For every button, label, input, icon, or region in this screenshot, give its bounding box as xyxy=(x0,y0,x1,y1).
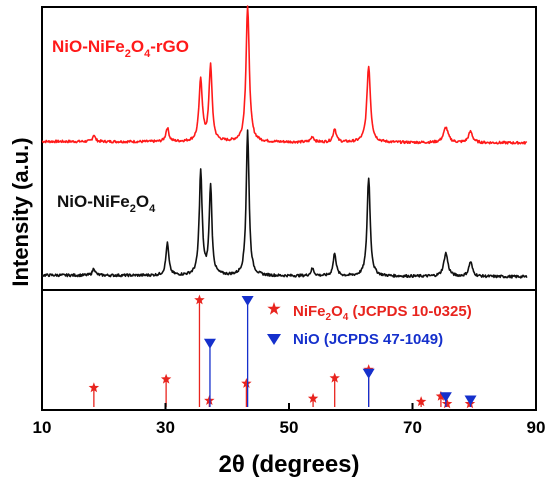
series-label-ferrite: NiO-NiFe2O4 xyxy=(57,192,156,215)
x-tick-label: 30 xyxy=(156,418,175,437)
nife-reference-marker xyxy=(194,294,205,305)
legend-label-nife2o4: NiFe2O4 (JCPDS 10-0325) xyxy=(293,303,472,323)
y-axis-label: Intensity (a.u.) xyxy=(8,137,33,286)
x-axis-ticks: 10 30 50 70 90 xyxy=(33,403,546,437)
reference-nio-marks xyxy=(203,296,477,407)
nife-reference-marker xyxy=(435,390,447,401)
series-line-nio-nife2o4 xyxy=(41,129,528,279)
legend-star-marker xyxy=(267,302,281,315)
x-axis-label: 2θ (degrees) xyxy=(218,451,359,478)
legend-triangle-marker xyxy=(267,334,281,345)
series-line-nio-nife2o4-rgo xyxy=(41,5,528,145)
x-tick-label: 50 xyxy=(280,418,299,437)
nio-reference-marker xyxy=(439,392,452,403)
nife-reference-marker xyxy=(441,398,453,409)
nio-reference-marker xyxy=(464,395,477,406)
legend-label-nio: NiO (JCPDS 47-1049) xyxy=(293,331,443,348)
nife-reference-marker xyxy=(88,382,100,393)
legend: NiFe2O4 (JCPDS 10-0325) NiO (JCPDS 47-10… xyxy=(267,302,472,348)
nio-reference-marker xyxy=(241,296,254,306)
x-tick-label: 10 xyxy=(33,418,52,437)
nife-reference-marker xyxy=(160,373,172,384)
nife-reference-marker xyxy=(415,396,427,407)
nio-reference-marker xyxy=(203,338,216,349)
nife-reference-marker xyxy=(241,378,252,388)
nife-reference-marker xyxy=(307,392,319,403)
nio-reference-marker xyxy=(362,368,375,379)
x-tick-label: 90 xyxy=(527,418,546,437)
nife-reference-marker xyxy=(329,372,340,383)
series-label-rgo: NiO-NiFe2O4-rGO xyxy=(52,37,189,60)
x-tick-label: 70 xyxy=(403,418,422,437)
